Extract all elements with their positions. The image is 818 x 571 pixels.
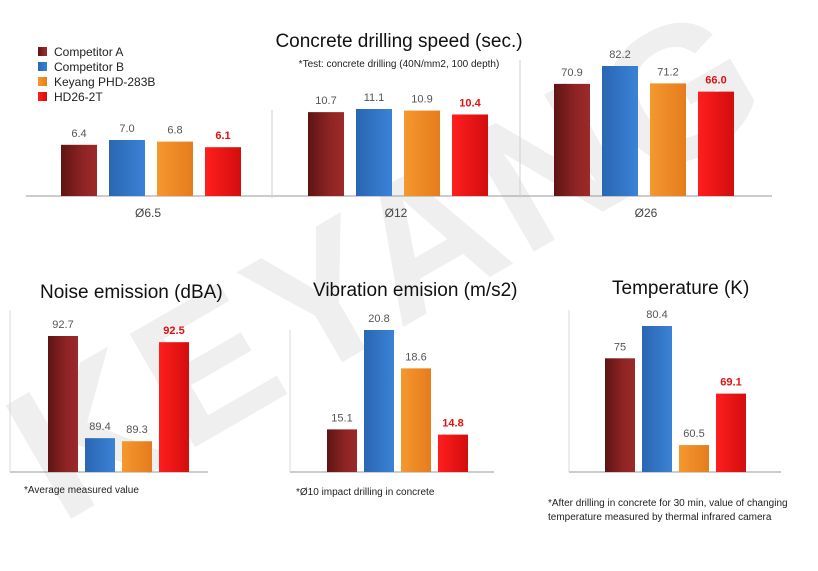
vibration-bar-hd26-2t: [438, 434, 468, 472]
temperature-note-line-2: temperature measured by thermal infrared…: [548, 512, 772, 523]
vibration-value-competitor-b: 20.8: [368, 313, 389, 325]
drilling-value-competitor-b-2: 82.2: [609, 49, 630, 61]
drilling-bar-hd26-2t-2: [698, 91, 734, 196]
temperature-note-line-1: *After drilling in concrete for 30 min, …: [548, 498, 788, 509]
temperature-bar-competitor-b: [642, 326, 672, 472]
temperature-chart-title: Temperature (K): [612, 278, 749, 299]
vibration-bar-competitor-b: [364, 330, 394, 472]
legend-swatch-competitor-a: [38, 47, 47, 56]
drilling-bar-competitor-b-1: [356, 109, 392, 196]
legend-label-hd26: HD26-2T: [54, 90, 103, 104]
legend-label-competitor-a: Competitor A: [54, 45, 123, 59]
noise-emission-chart: Noise emission (dBA) 92.7 89.4 89.3 92.5 *A…: [9, 282, 223, 496]
vibration-value-keyang-phd-283b: 18.6: [405, 351, 426, 363]
drilling-bar-competitor-a-0: [61, 144, 97, 196]
vibration-value-competitor-a: 15.1: [331, 412, 352, 424]
legend-swatch-keyang: [38, 77, 47, 86]
noise-bar-competitor-a: [48, 336, 78, 472]
drilling-value-competitor-a-0: 6.4: [71, 128, 86, 140]
noise-value-hd26-2t: 92.5: [163, 325, 184, 337]
drilling-bar-hd26-2t-1: [452, 114, 488, 196]
temperature-bar-keyang-phd-283b: [679, 445, 709, 472]
drilling-value-hd26-2t-0: 6.1: [215, 130, 230, 142]
drilling-value-competitor-b-1: 11.1: [364, 92, 385, 104]
temperature-value-competitor-a: 75: [614, 341, 626, 353]
drilling-category-0: Ø6.5: [135, 206, 161, 220]
noise-note: *Average measured value: [24, 485, 139, 496]
drilling-value-keyang-phd-283b-2: 71.2: [657, 66, 678, 78]
drilling-value-competitor-b-0: 7.0: [119, 123, 134, 135]
legend-swatch-hd26: [38, 92, 47, 101]
vibration-note: *Ø10 impact drilling in concrete: [296, 487, 435, 498]
drilling-value-hd26-2t-2: 66.0: [705, 75, 726, 87]
drilling-bar-keyang-phd-283b-2: [650, 83, 686, 196]
drilling-bar-competitor-a-1: [308, 112, 344, 196]
temperature-chart: Temperature (K) 75 80.4 60.5 69.1 *After dr…: [548, 278, 788, 523]
vibration-bar-keyang-phd-283b: [401, 368, 431, 472]
drilling-chart-subtitle: *Test: concrete drilling (40N/mm2, 100 d…: [299, 59, 500, 70]
drilling-bar-hd26-2t-0: [205, 147, 241, 196]
legend-swatch-competitor-b: [38, 62, 47, 71]
vibration-value-hd26-2t: 14.8: [442, 418, 463, 430]
drilling-value-competitor-a-1: 10.7: [315, 95, 336, 107]
temperature-value-keyang-phd-283b: 60.5: [683, 428, 704, 440]
noise-value-competitor-b: 89.4: [89, 421, 110, 433]
noise-value-competitor-a: 92.7: [52, 319, 73, 331]
drilling-speed-chart: 6.4 7.0 6.8 6.1 10.7 11.1 10.9 10.4 70.9 82.2 71.2…: [26, 49, 772, 220]
drilling-value-keyang-phd-283b-1: 10.9: [411, 94, 432, 106]
drilling-bar-competitor-b-0: [109, 140, 145, 196]
legend-label-keyang: Keyang PHD-283B: [54, 75, 155, 89]
drilling-category-1: Ø12: [385, 206, 408, 220]
temperature-value-hd26-2t: 69.1: [720, 377, 741, 389]
drilling-value-keyang-phd-283b-0: 6.8: [167, 125, 182, 137]
legend-label-competitor-b: Competitor B: [54, 60, 124, 74]
noise-chart-title: Noise emission (dBA): [40, 282, 223, 303]
noise-value-keyang-phd-283b: 89.3: [126, 424, 147, 436]
drilling-bar-keyang-phd-283b-1: [404, 110, 440, 196]
drilling-category-2: Ø26: [635, 206, 658, 220]
legend: Competitor A Competitor B Keyang PHD-283…: [38, 45, 155, 104]
vibration-bar-competitor-a: [327, 429, 357, 472]
temperature-value-competitor-b: 80.4: [646, 309, 667, 321]
drilling-bar-competitor-b-2: [602, 66, 638, 196]
drilling-bar-keyang-phd-283b-0: [157, 141, 193, 196]
vibration-emission-chart: Vibration emision (m/s2) 15.1 20.8 18.6 14.…: [289, 280, 518, 498]
drilling-bar-competitor-a-2: [554, 83, 590, 196]
temperature-bar-competitor-a: [605, 358, 635, 472]
drilling-value-hd26-2t-1: 10.4: [459, 97, 481, 109]
temperature-bar-hd26-2t: [716, 393, 746, 472]
vibration-chart-title: Vibration emision (m/s2): [313, 280, 518, 301]
drilling-value-competitor-a-2: 70.9: [561, 67, 582, 79]
noise-bar-hd26-2t: [159, 342, 189, 472]
noise-bar-keyang-phd-283b: [122, 441, 152, 472]
noise-bar-competitor-b: [85, 438, 115, 472]
drilling-chart-title: Concrete drilling speed (sec.): [275, 31, 522, 52]
